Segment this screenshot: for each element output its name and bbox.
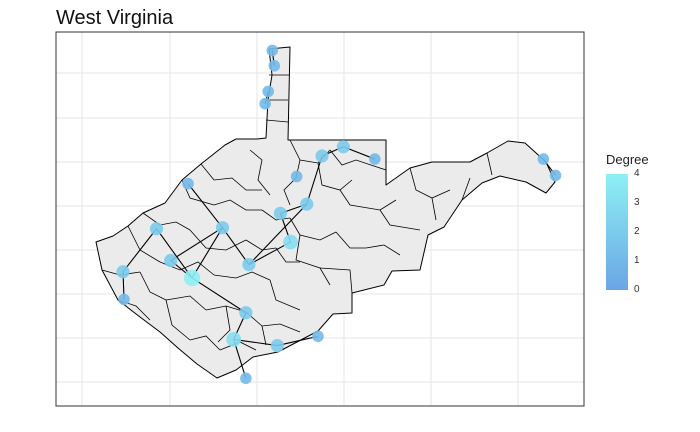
- county-boundary: [165, 295, 207, 311]
- network-node: [537, 153, 550, 165]
- county-boundary: [317, 162, 353, 191]
- legend-title: Degree: [606, 152, 649, 167]
- county-boundary: [245, 311, 301, 333]
- network-edge: [187, 183, 223, 229]
- county-boundary: [249, 149, 271, 196]
- legend-tick-2: 2: [634, 226, 640, 237]
- network-node: [242, 257, 256, 272]
- legend-colorbar: [606, 174, 628, 290]
- network-edge: [248, 203, 308, 265]
- network-node: [183, 269, 201, 287]
- degree-legend: Degree 4 3 2 1 0: [606, 152, 686, 312]
- network-edge: [191, 277, 247, 314]
- network-edge: [191, 227, 223, 279]
- network-node: [215, 221, 230, 235]
- county-boundary: [189, 335, 221, 351]
- network-node: [270, 338, 284, 353]
- network-node: [369, 153, 381, 165]
- county-boundary: [200, 163, 262, 191]
- network-edge: [306, 155, 323, 205]
- network-edge: [277, 335, 319, 347]
- county-boundary: [365, 244, 401, 256]
- network-node: [149, 222, 164, 236]
- county-boundaries: [101, 74, 493, 351]
- network-edge: [248, 241, 291, 266]
- network-node: [312, 330, 324, 343]
- county-boundary: [295, 234, 331, 286]
- county-boundary: [461, 177, 471, 201]
- west-virginia-outline: [95, 46, 556, 379]
- network-node: [259, 97, 271, 110]
- network-node: [239, 306, 253, 320]
- network-node: [283, 234, 298, 250]
- network-node: [268, 60, 281, 72]
- legend-tick-0: 0: [634, 284, 640, 295]
- network-node: [226, 331, 242, 347]
- county-boundary: [329, 149, 387, 171]
- network-node: [182, 177, 194, 190]
- county-boundary: [261, 325, 267, 346]
- network-edge: [156, 228, 193, 279]
- county-boundary: [165, 299, 191, 341]
- county-boundary: [261, 209, 291, 221]
- county-boundary: [265, 119, 289, 123]
- county-boundary: [319, 267, 353, 294]
- map-title: West Virginia: [56, 7, 174, 29]
- county-boundary: [335, 231, 366, 249]
- county-boundary: [189, 229, 247, 251]
- network-node: [262, 85, 275, 98]
- legend-tick-1: 1: [634, 255, 640, 266]
- state-map: [95, 46, 556, 379]
- legend-tick-4: 4: [634, 168, 640, 179]
- county-boundary: [283, 159, 301, 206]
- county-boundary: [431, 197, 437, 221]
- network-nodes: [116, 44, 562, 385]
- network-edge: [222, 227, 250, 265]
- network-node: [300, 197, 314, 211]
- network-node: [549, 169, 562, 182]
- network-edge: [122, 228, 157, 273]
- network-node: [164, 253, 178, 268]
- county-boundary: [213, 271, 271, 281]
- county-boundary: [213, 199, 262, 211]
- panel-border: [55, 31, 585, 407]
- county-boundary: [139, 271, 167, 301]
- network-node: [116, 265, 130, 279]
- network-node: [118, 293, 130, 306]
- county-boundary: [379, 209, 421, 231]
- county-boundary: [142, 212, 191, 231]
- county-boundary: [275, 247, 300, 263]
- network-node: [290, 170, 303, 183]
- county-boundary: [289, 217, 337, 241]
- network-node: [273, 206, 287, 220]
- legend-tick-3: 3: [634, 197, 640, 208]
- network-node: [336, 140, 350, 154]
- network-node: [266, 44, 279, 57]
- county-boundary: [245, 239, 277, 251]
- network-node: [315, 149, 329, 163]
- county-boundary: [486, 152, 493, 176]
- county-boundary: [339, 189, 397, 211]
- network-node: [240, 372, 252, 385]
- county-boundary: [409, 167, 451, 199]
- county-boundary: [269, 279, 301, 311]
- network-edge: [170, 227, 223, 261]
- county-boundary: [217, 305, 231, 343]
